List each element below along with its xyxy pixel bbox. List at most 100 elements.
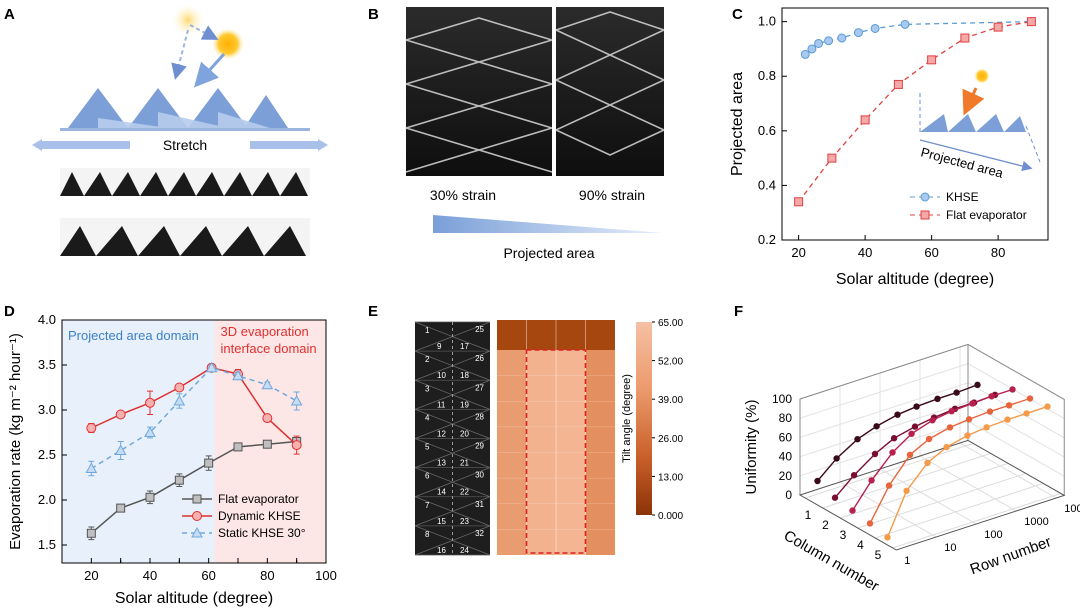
wall-grid (799, 363, 969, 419)
data-point (849, 507, 856, 514)
data-point (868, 477, 875, 484)
row-tick-label: 10000 (1064, 503, 1080, 515)
data-point (290, 394, 303, 406)
cell-number: 8 (425, 530, 430, 539)
side-wall-frame (967, 343, 1065, 496)
highlight-box (525, 349, 587, 554)
column-tick-label: 4 (857, 538, 864, 552)
cell-number: 30 (475, 471, 484, 480)
khse-point (853, 28, 863, 38)
data-point (833, 455, 840, 462)
y-tick-label: 80 (779, 411, 793, 425)
data-point (946, 424, 954, 431)
khse-point (814, 38, 824, 48)
cell-number: 26 (475, 354, 484, 363)
data-point (850, 471, 858, 479)
column-tick-label: 5 (875, 548, 882, 562)
x-tick-label: 80 (991, 245, 1005, 260)
colorbar-tick-label: 65.00 (658, 318, 683, 329)
data-point (854, 436, 861, 443)
flat-point (960, 33, 970, 43)
caption-90-strain: 90% strain (579, 187, 645, 203)
inset-triangles (920, 114, 1026, 132)
panel-c: C 20 40 60 80 0.2 0.4 0.6 0.8 1.0 Solar altitude … (729, 6, 1049, 288)
legend-marker (191, 526, 203, 538)
cell-number: 16 (437, 546, 446, 555)
y-tick-label: 0.6 (758, 123, 776, 138)
row-tick-label: 1000 (1024, 516, 1048, 528)
cell-number: 27 (475, 383, 484, 392)
colorbar-label: Tilt angle (degree) (621, 374, 633, 463)
heatmap-column (556, 350, 586, 555)
data-point (814, 477, 821, 485)
khse-point (900, 19, 910, 29)
legend-marker (192, 511, 202, 521)
y-tick-label: 1.0 (758, 14, 776, 29)
data-point (205, 361, 218, 373)
heatmap-column (497, 350, 527, 555)
legend-label: Static KHSE 30° (218, 526, 306, 540)
cell-number: 23 (460, 517, 469, 526)
y-tick-label: 2.5 (38, 447, 56, 462)
data-point (924, 459, 931, 467)
khse-point (800, 49, 810, 59)
row-axis-label: Row number (968, 533, 1054, 578)
series-line (90, 366, 298, 470)
cell-number: 19 (460, 400, 469, 409)
floor-grid (822, 452, 991, 509)
cell-number: 15 (437, 517, 446, 526)
data-point (929, 417, 936, 424)
flat-point (927, 55, 937, 65)
data-point (964, 432, 971, 439)
y-tick-label: 60 (779, 430, 793, 444)
flat-point (893, 79, 903, 89)
stretch-label: Stretch (163, 137, 207, 153)
data-point (204, 458, 214, 468)
data-point (885, 482, 893, 489)
photo-90-strain (555, 7, 665, 176)
wedge-label: Projected area (503, 245, 594, 261)
flat-point (794, 197, 804, 207)
panel-label-e: E (368, 303, 378, 320)
plot-frame (781, 7, 1049, 241)
flat-point (993, 22, 1003, 32)
x-tick-label: 100 (315, 568, 337, 583)
cell-number: 1 (425, 326, 430, 335)
data-point (974, 381, 981, 389)
data-point (908, 430, 915, 437)
data-point (232, 369, 244, 381)
legend-label: Flat evaporator (218, 492, 299, 506)
data-point (889, 449, 896, 456)
diamond-line (451, 467, 491, 498)
legend-label: Dynamic KHSE (218, 509, 301, 523)
floor-grid (875, 482, 1044, 539)
y-tick-label: 0.4 (758, 177, 776, 192)
data-point (913, 403, 920, 410)
y-tick-label: 1.5 (38, 537, 56, 552)
data-point (894, 411, 901, 418)
data-point (953, 389, 960, 396)
flat-line (798, 21, 1032, 203)
wall-grid (799, 382, 969, 438)
panel-label-c: C (732, 6, 743, 23)
caption-30-strain: 30% strain (430, 187, 496, 203)
row-tick-label: 100 (984, 529, 1002, 541)
panel-a: A Stretch (4, 4, 328, 256)
floor-grid (879, 468, 977, 525)
cell-number: 11 (437, 400, 446, 409)
cell-number: 25 (475, 325, 484, 334)
data-point (173, 394, 186, 406)
colorbar-tick-label: 26.00 (658, 434, 683, 445)
legend-flat-label: Flat evaporator (946, 208, 1027, 222)
cell-number: 20 (460, 429, 469, 438)
flat-point (827, 153, 837, 163)
y-tick-label: 4.0 (38, 312, 56, 327)
data-point (1009, 386, 1016, 393)
cell-number: 32 (475, 529, 484, 538)
data-point (1004, 416, 1011, 423)
domain-label-3d-line1: 3D evaporation (221, 324, 309, 339)
inset-guide (1025, 125, 1041, 163)
flat-point (860, 115, 870, 125)
floor-grid (959, 442, 1057, 499)
